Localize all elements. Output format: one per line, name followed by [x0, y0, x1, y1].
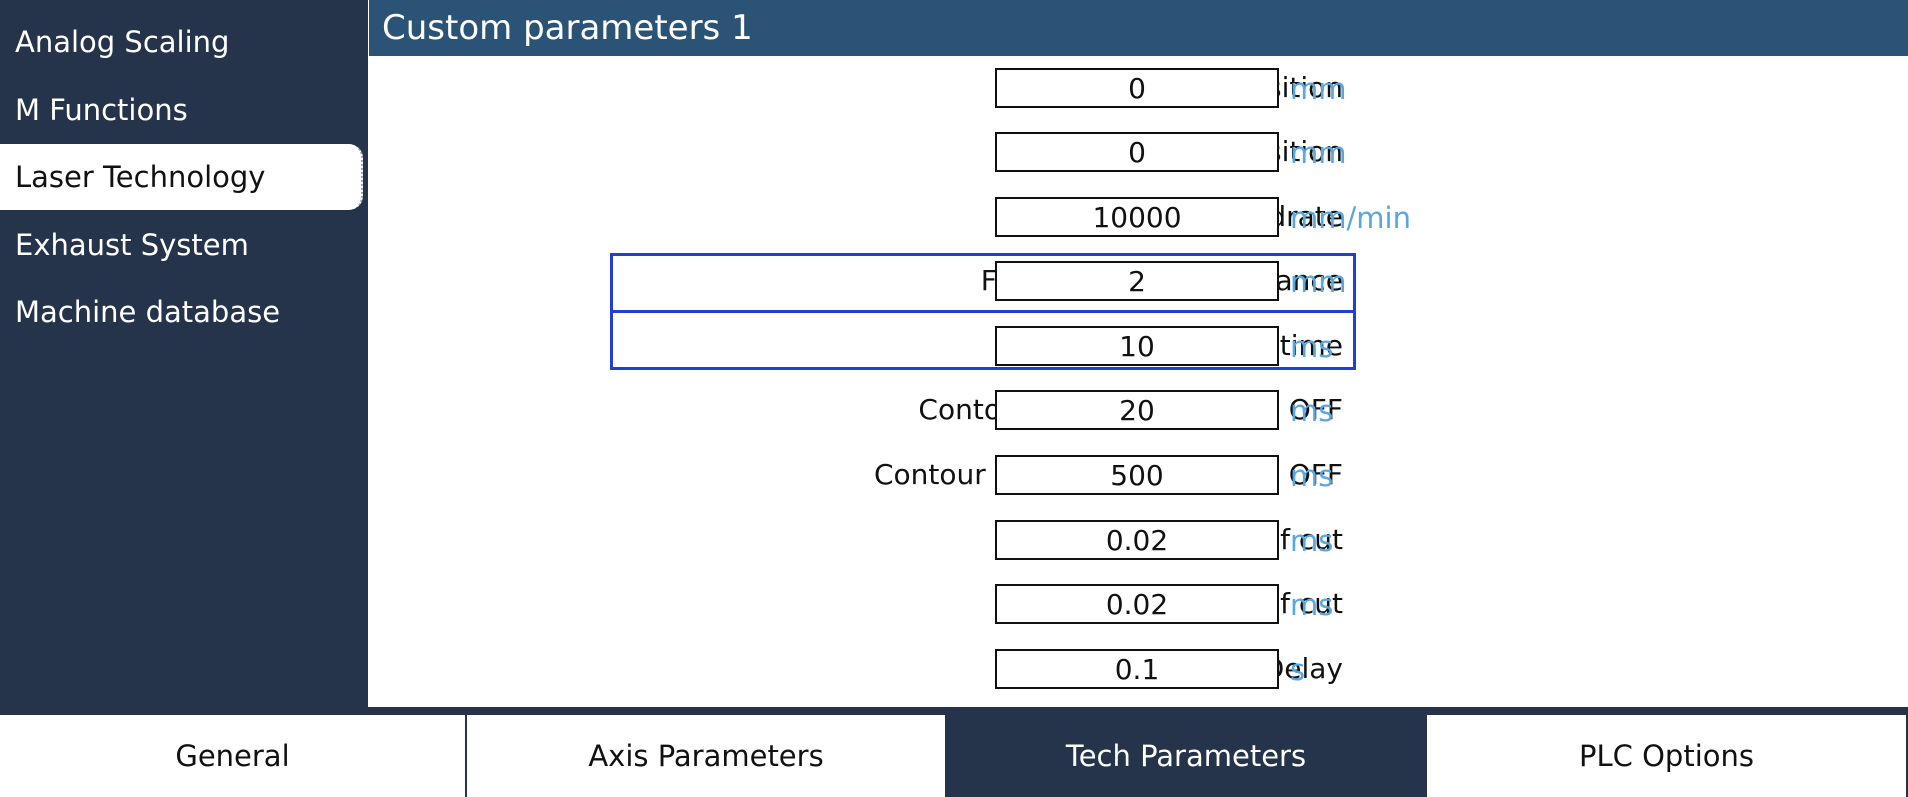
x-axis-park-position-input[interactable] — [995, 68, 1279, 108]
tab-axis-parameters[interactable]: Axis Parameters — [467, 715, 947, 797]
tab-plc-options[interactable]: PLC Options — [1427, 715, 1908, 797]
param-unit: mm — [1290, 72, 1347, 106]
param-unit: s — [1290, 653, 1306, 687]
param-row-contour-end-control-time-off: Contour End Control Time OFF ms — [369, 378, 1908, 442]
param-row-laser-hv-on-delay: Laser HV ON Delay s — [369, 637, 1908, 701]
test-run-feedrate-input[interactable] — [995, 197, 1279, 237]
sidebar-item-exhaust-system[interactable]: Exhaust System — [15, 228, 249, 262]
sidebar: Analog Scaling M Functions Laser Technol… — [0, 0, 368, 708]
sidebar-item-analog-scaling[interactable]: Analog Scaling — [15, 25, 230, 59]
contour-end-control-time-off-input[interactable] — [995, 390, 1279, 430]
param-unit: mm — [1290, 136, 1347, 170]
param-unit: mm/min — [1290, 201, 1411, 235]
param-unit: ms — [1290, 330, 1334, 364]
page-title: Custom parameters 1 — [369, 0, 1908, 56]
tab-tech-parameters[interactable]: Tech Parameters — [947, 715, 1427, 797]
divider — [0, 707, 1908, 715]
frog-jump-adjust-time-input[interactable] — [995, 326, 1279, 366]
param-unit: ms — [1290, 394, 1334, 428]
delay-before-start-of-cut-input[interactable] — [995, 520, 1279, 560]
contour-end-parameter-time-off-input[interactable] — [995, 455, 1279, 495]
param-row-x-axis-park-position: X-axis park position mm — [369, 56, 1908, 120]
param-row-frog-jump-adjust-distance: Frog Jump adjust distance mm — [369, 249, 1908, 313]
parameters-panel: Custom parameters 1 X-axis park position… — [369, 0, 1908, 708]
delay-after-end-of-cut-input[interactable] — [995, 584, 1279, 624]
param-unit: mm — [1290, 265, 1347, 299]
bottom-tab-bar: General Axis Parameters Tech Parameters … — [0, 715, 1908, 797]
frog-jump-adjust-distance-input[interactable] — [995, 261, 1279, 301]
param-unit: ms — [1290, 588, 1334, 622]
sidebar-item-laser-technology[interactable]: Laser Technology — [0, 144, 363, 210]
param-unit: ms — [1290, 524, 1334, 558]
tab-general[interactable]: General — [0, 715, 467, 797]
param-row-delay-after-end-of-cut: Delay after end of cut ms — [369, 572, 1908, 636]
y-axis-park-position-input[interactable] — [995, 132, 1279, 172]
param-row-contour-end-parameter-time-off: Contour End Parameter Time OFF ms — [369, 443, 1908, 507]
param-unit: ms — [1290, 459, 1334, 493]
param-row-frog-jump-adjust-time: Frog Jump adjust time ms — [369, 314, 1908, 378]
sidebar-item-machine-database[interactable]: Machine database — [15, 295, 281, 329]
param-row-test-run-feedrate: Test Run Feedrate mm/min — [369, 185, 1908, 249]
param-row-y-axis-park-position: Y-axis park position mm — [369, 120, 1908, 184]
param-row-delay-before-start-of-cut: Delay before start of cut ms — [369, 508, 1908, 572]
laser-hv-on-delay-input[interactable] — [995, 649, 1279, 689]
sidebar-item-m-functions[interactable]: M Functions — [15, 93, 188, 127]
